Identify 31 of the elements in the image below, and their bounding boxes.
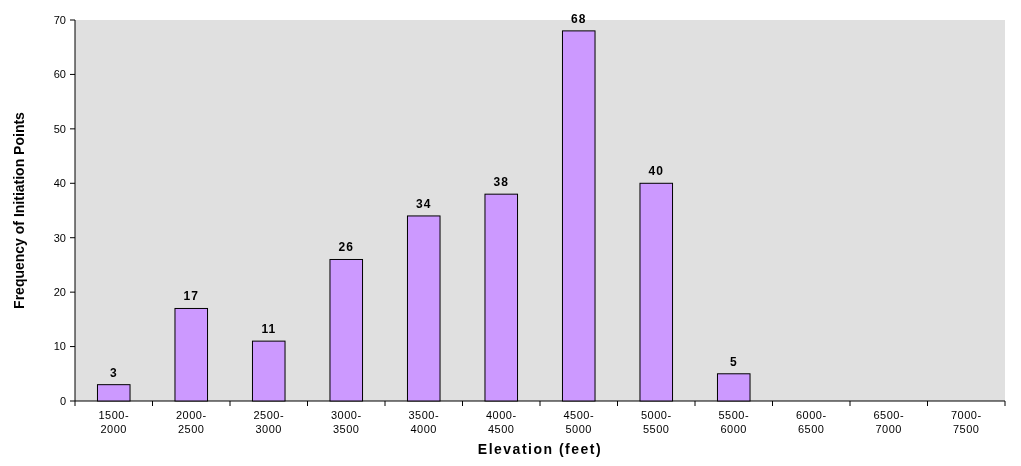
x-tick-label: 7000-7500 [950, 409, 982, 435]
y-tick-label: 0 [59, 394, 66, 407]
x-tick-label: 4000-4500 [485, 409, 517, 435]
data-label: 68 [571, 11, 587, 26]
data-label: 34 [416, 196, 432, 211]
x-tick-label: 2500-3000 [253, 409, 285, 435]
x-tick-label: 1500-2000 [98, 409, 130, 435]
data-label: 17 [183, 289, 199, 304]
y-tick-label: 10 [53, 340, 66, 353]
data-label: 26 [338, 240, 354, 255]
x-tick-label: 2000-2500 [175, 409, 207, 435]
x-tick-label: 3000-3500 [330, 409, 362, 435]
data-label: 5 [729, 354, 738, 369]
x-tick-label: 3500-4000 [408, 409, 440, 435]
y-axis-title: Frequency of Initiation Points [11, 111, 27, 309]
y-tick-label: 60 [53, 68, 66, 81]
data-label: 40 [648, 164, 664, 179]
data-label: 38 [493, 175, 509, 190]
data-label: 11 [261, 322, 277, 337]
x-tick-label: 6000-6500 [795, 409, 827, 435]
y-tick-label: 30 [53, 231, 66, 244]
x-tick-label: 6500-7000 [873, 409, 905, 435]
x-tick-label: 5000-5500 [640, 409, 672, 435]
y-tick-label: 50 [53, 122, 66, 135]
y-tick-label: 40 [53, 177, 66, 190]
x-axis-title: Elevation (feet) [477, 441, 603, 457]
x-tick-label: 4500-5000 [563, 409, 595, 435]
y-tick-label: 20 [53, 285, 66, 298]
x-tick-label: 5500-6000 [718, 409, 750, 435]
y-tick-label: 70 [53, 13, 66, 26]
data-label: 3 [109, 365, 118, 380]
